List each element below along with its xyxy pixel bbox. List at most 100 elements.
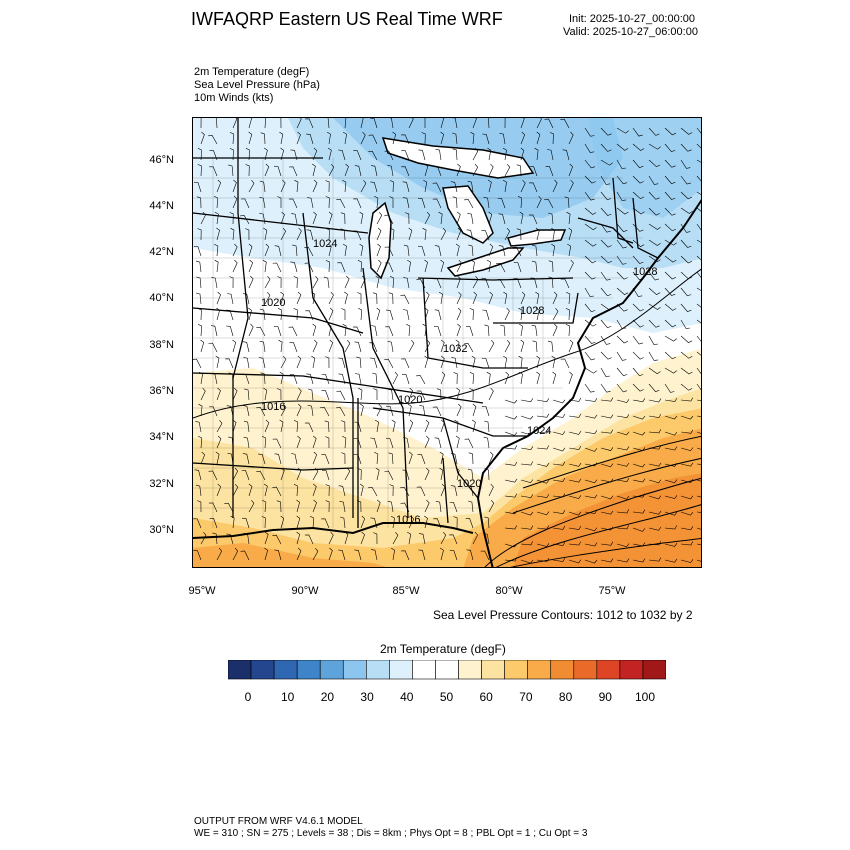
wind-barb — [547, 340, 554, 353]
lake-superior — [381, 137, 535, 179]
wind-barb — [339, 516, 346, 529]
wind-barb — [424, 118, 426, 128]
wind-barb — [632, 367, 644, 377]
wind-barb — [517, 196, 522, 209]
wind-barb — [408, 387, 413, 401]
wind-barb — [680, 367, 693, 375]
colorbar-swatch — [228, 660, 252, 680]
wind-barb — [534, 147, 539, 161]
colorbar-swatch — [342, 660, 367, 680]
wind-barb — [648, 143, 661, 150]
wind-barb — [632, 271, 644, 281]
wind-barb — [648, 239, 661, 246]
wind-barb — [242, 293, 250, 305]
wind-barb — [584, 239, 597, 247]
wind-barb — [584, 494, 598, 499]
wind-barb — [354, 421, 362, 433]
wind-barb — [280, 118, 282, 129]
wind-barb — [481, 406, 490, 417]
wind-barb — [469, 308, 474, 321]
wind-barb — [504, 445, 518, 450]
wind-barb — [360, 515, 366, 529]
wind-barb — [488, 451, 494, 465]
wind-barb — [454, 419, 459, 433]
wind-barb — [241, 374, 250, 385]
wind-barb — [360, 531, 365, 545]
wind-barb — [424, 435, 430, 449]
colorbar-swatch — [619, 660, 644, 680]
wind-barb — [312, 548, 319, 561]
wind-barb — [536, 511, 550, 516]
wind-barb — [504, 478, 518, 483]
wind-barb — [584, 175, 596, 184]
wind-barb — [600, 127, 612, 136]
wind-barb — [370, 118, 378, 129]
wind-barb — [600, 175, 611, 185]
pressure-label: 1016 — [396, 514, 420, 526]
wind-barb — [400, 294, 410, 305]
wind-barb — [696, 415, 701, 417]
wind-barb — [520, 291, 526, 305]
wind-barb — [296, 547, 302, 561]
wind-barb — [632, 239, 645, 247]
wind-barb — [216, 291, 221, 305]
wind-barb — [632, 127, 643, 137]
wind-barb — [387, 165, 394, 177]
wind-barb — [696, 383, 701, 391]
wind-barb — [648, 383, 660, 392]
wind-barb — [272, 486, 282, 497]
wind-barb — [209, 150, 218, 161]
wind-barb — [456, 163, 461, 177]
wind-barb — [232, 195, 238, 209]
field-label-winds: 10m Winds (kts) — [194, 92, 274, 104]
wind-barb — [325, 196, 330, 209]
lake-erie — [446, 247, 525, 277]
model-info-line-2: WE = 310 ; SN = 275 ; Levels = 38 ; Dis … — [194, 828, 588, 839]
wind-barb — [680, 271, 693, 280]
wind-barb — [600, 414, 614, 419]
wind-barb — [529, 166, 538, 177]
model-info-line-1: OUTPUT FROM WRF V4.6.1 MODEL — [194, 816, 363, 827]
wind-barb — [551, 243, 556, 257]
wind-barb — [417, 197, 426, 209]
lon-label-80w: 80°W — [495, 585, 523, 597]
wind-barb — [536, 413, 550, 418]
wind-barb — [600, 541, 614, 546]
wind-barb — [242, 405, 250, 417]
wind-barb — [418, 149, 426, 161]
wind-barb — [520, 511, 534, 516]
wind-barb — [600, 287, 612, 297]
wind-barb — [632, 191, 645, 200]
wind-barb — [360, 275, 366, 289]
wind-barb — [499, 133, 506, 145]
wind-barb — [226, 309, 234, 321]
wind-barb — [567, 243, 572, 257]
wind-barb — [432, 198, 442, 209]
wind-barb — [353, 438, 362, 449]
wind-barb — [424, 307, 429, 321]
wind-barb — [455, 467, 460, 481]
wind-barb — [616, 525, 629, 530]
wind-barb — [696, 175, 701, 182]
wind-barb — [216, 547, 223, 561]
wind-barb — [468, 452, 474, 465]
wind-barb — [388, 452, 394, 465]
wind-barb — [406, 324, 411, 337]
wind-barb — [325, 180, 330, 193]
wind-barb — [680, 447, 694, 452]
wind-barb — [392, 371, 398, 385]
wind-barb — [480, 550, 490, 561]
wind-barb — [200, 451, 206, 465]
lat-label-46n: 46°N — [149, 154, 174, 166]
wind-barb — [280, 515, 285, 529]
wind-barb — [520, 179, 526, 193]
wind-barb — [450, 181, 458, 193]
weather-map: 1024 1020 1016 1020 1028 1032 1024 1020 … — [193, 118, 701, 567]
wind-barb — [440, 339, 445, 353]
wind-barb — [520, 131, 526, 145]
wind-barb — [520, 415, 534, 420]
wind-barb — [632, 159, 644, 168]
wind-barb — [451, 357, 458, 369]
wind-barb — [440, 532, 447, 545]
wind-barb — [472, 163, 479, 177]
